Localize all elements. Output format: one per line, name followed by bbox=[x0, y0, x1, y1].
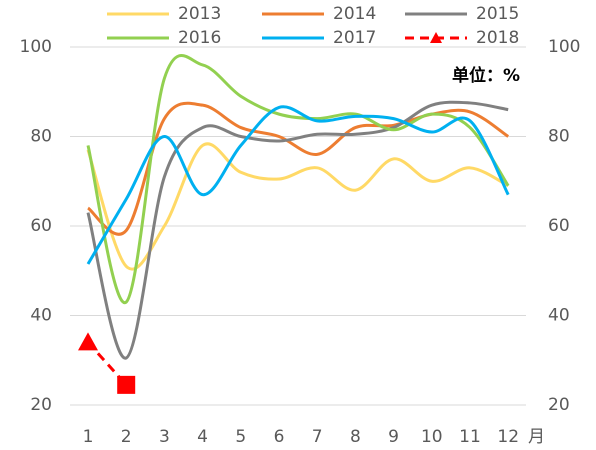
x-tick-label: 1 bbox=[83, 427, 94, 447]
x-tick-label: 12 bbox=[497, 427, 519, 447]
x-tick-label: 4 bbox=[197, 427, 208, 447]
y2-tick-label: 40 bbox=[548, 306, 570, 326]
y2-tick-label: 80 bbox=[548, 127, 570, 147]
y-tick-label: 40 bbox=[30, 306, 52, 326]
legend-label: 2013 bbox=[178, 4, 221, 24]
legend-marker bbox=[430, 32, 442, 43]
legend-label: 2016 bbox=[178, 28, 221, 48]
series-line bbox=[86, 100, 509, 360]
legend-label: 2014 bbox=[333, 4, 376, 24]
y-tick-label: 100 bbox=[20, 37, 52, 57]
x-tick-label: 11 bbox=[459, 427, 481, 447]
series-line bbox=[86, 105, 510, 265]
y2-tick-label: 20 bbox=[548, 395, 570, 415]
legend-label: 2015 bbox=[476, 4, 519, 24]
x-tick-label: 7 bbox=[312, 427, 323, 447]
x-tick-label: 8 bbox=[350, 427, 361, 447]
y-tick-label: 60 bbox=[30, 216, 52, 236]
x-tick-label: 9 bbox=[388, 427, 399, 447]
legend-label: 2018 bbox=[476, 28, 519, 48]
y-tick-label: 80 bbox=[30, 127, 52, 147]
unit-label: 单位：% bbox=[452, 65, 520, 86]
y-tick-label: 20 bbox=[30, 395, 52, 415]
point-marker bbox=[78, 332, 98, 351]
point-marker bbox=[117, 375, 136, 394]
x-tick-label: 10 bbox=[421, 427, 443, 447]
y2-tick-label: 100 bbox=[548, 37, 580, 57]
x-tick-label: 5 bbox=[235, 427, 246, 447]
x-tick-label: 2 bbox=[121, 427, 132, 447]
x-unit: 月 bbox=[528, 427, 545, 447]
series-line bbox=[86, 142, 509, 271]
y2-tick-label: 60 bbox=[548, 216, 570, 236]
legend-label: 2017 bbox=[333, 28, 376, 48]
series-line bbox=[87, 101, 510, 236]
x-tick-label: 3 bbox=[159, 427, 170, 447]
x-tick-label: 6 bbox=[274, 427, 285, 447]
